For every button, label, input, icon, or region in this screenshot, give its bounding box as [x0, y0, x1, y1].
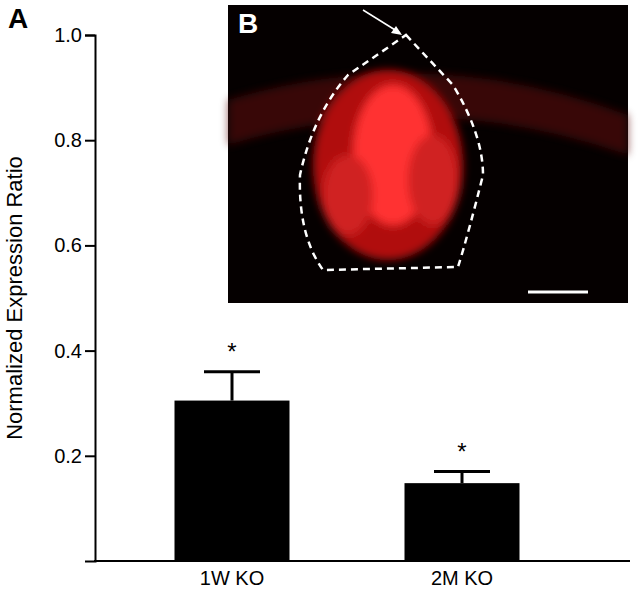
- inset-blob: [313, 70, 463, 260]
- error-bar-stem: [231, 372, 234, 401]
- inset-background: [228, 5, 628, 303]
- significance-label: *: [457, 438, 466, 465]
- panel-label: A: [8, 3, 28, 34]
- y-axis-title: Normalized Expression Ratio: [2, 156, 27, 440]
- inset-blob: [408, 135, 458, 225]
- y-tick-mark: [85, 140, 95, 142]
- inset-blob: [323, 155, 373, 235]
- error-bar: [204, 372, 260, 401]
- inset-signal: [313, 70, 463, 260]
- x-axis: 1W KO 2M KO: [118, 561, 578, 589]
- y-tick: 0.4: [54, 340, 95, 362]
- y-tick-label: 1.0: [54, 24, 82, 46]
- plot-area: [175, 372, 520, 561]
- y-tick: 0.2: [54, 445, 95, 467]
- bar: [405, 483, 520, 561]
- y-tick: 1.0: [54, 24, 95, 46]
- significance-label: *: [227, 338, 236, 365]
- y-axis: 0.2 0.4 0.6 0.8 1.0: [54, 24, 95, 562]
- x-tick-label: 2M KO: [431, 567, 493, 589]
- error-bar: [434, 472, 490, 484]
- y-tick-label: 0.6: [54, 234, 82, 256]
- inset-scale-bar: [528, 291, 588, 294]
- y-axis-line: [85, 36, 96, 562]
- y-tick-mark: [85, 245, 95, 247]
- x-tick-label: 1W KO: [200, 567, 264, 589]
- x-tick: 1W KO: [200, 561, 264, 589]
- x-tick: 2M KO: [431, 561, 493, 589]
- inset-arrowhead: [391, 26, 402, 35]
- y-tick-mark: [85, 350, 95, 352]
- y-tick: 0.8: [54, 129, 95, 151]
- bar: [175, 401, 290, 561]
- panel-label: B: [238, 8, 258, 39]
- inset-outline: [300, 35, 483, 270]
- chart: * * 0.2 0.4 0.6 0.8 1.0 1W KO 2M KO Normalized Ex…: [0, 0, 640, 604]
- y-tick-mark: [85, 455, 95, 457]
- y-tick-label: 0.4: [54, 340, 82, 362]
- y-tick-mark: [85, 35, 95, 37]
- inset-image: B: [228, 5, 628, 303]
- error-bar-cap: [434, 470, 490, 473]
- y-tick-label: 0.2: [54, 445, 82, 467]
- y-tick: 0.6: [54, 234, 95, 256]
- error-bar-cap: [204, 370, 260, 373]
- y-tick-label: 0.8: [54, 129, 82, 151]
- x-axis-line: [94, 560, 630, 562]
- error-bar-stem: [461, 472, 464, 484]
